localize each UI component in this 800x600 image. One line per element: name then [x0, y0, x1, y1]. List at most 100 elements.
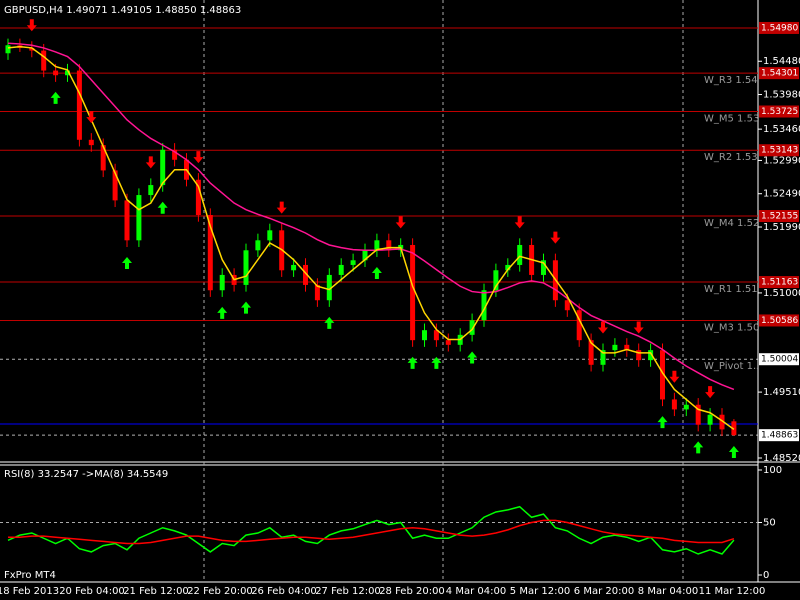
sell-arrow: [86, 111, 97, 124]
candle-body: [636, 350, 642, 361]
x-tick-label: 21 Feb 12:00: [123, 586, 189, 597]
level-name: W_Pivot 1.5: [704, 361, 763, 372]
buy-arrow: [157, 201, 168, 214]
candle-body: [207, 215, 213, 291]
candle-body: [136, 195, 142, 241]
candle-body: [517, 244, 523, 265]
x-tick-label: 4 Mar 04:00: [446, 586, 506, 597]
level-label: 1.54301: [761, 69, 798, 79]
indicator-line: [8, 519, 735, 545]
x-tick-label: 22 Feb 20:00: [187, 586, 253, 597]
candle-body: [505, 264, 511, 271]
candle-body: [291, 264, 297, 271]
y-tick-label: 1.51000: [763, 288, 800, 299]
candle-body: [600, 350, 606, 365]
candle-body: [100, 145, 106, 171]
footer: FxPro MT4: [4, 570, 56, 581]
chart-title: GBPUSD,H4 1.49071 1.49105 1.48850 1.4886…: [4, 5, 241, 16]
buy-arrow: [431, 356, 442, 369]
candle-body: [422, 330, 427, 341]
candle-body: [576, 310, 582, 341]
level-label-box: [759, 353, 799, 366]
level-label-box: [759, 105, 799, 118]
candle-body: [53, 70, 59, 76]
candle-body: [243, 250, 249, 285]
candle-body: [124, 200, 130, 241]
y-tick-label: 0: [763, 570, 769, 581]
y-tick-label: 1.48520: [763, 453, 800, 464]
sell-arrow: [26, 19, 37, 32]
candle-body: [564, 300, 570, 311]
x-tick-label: 5 Mar 12:00: [510, 586, 570, 597]
sell-arrow: [145, 156, 156, 169]
y-tick-label: 1.52990: [763, 155, 800, 166]
level-label: 1.48863: [761, 431, 798, 441]
candle-body: [719, 414, 725, 430]
level-label: 1.50586: [761, 316, 798, 326]
x-tick-label: 11 Mar 12:00: [699, 586, 766, 597]
candle-body: [445, 340, 451, 345]
level-label: 1.50004: [761, 355, 798, 365]
level-name: W_R2 1.53: [704, 152, 758, 163]
candle-body: [148, 185, 154, 196]
candle-body: [255, 240, 261, 251]
x-tick-label: 6 Mar 20:00: [574, 586, 634, 597]
buy-arrow: [407, 356, 418, 369]
y-tick-label: 1.51990: [763, 222, 800, 233]
candle-body: [695, 404, 701, 425]
level-label-box: [759, 429, 799, 442]
y-tick-label: 1.49510: [763, 387, 800, 398]
x-tick-label: 26 Feb 04:00: [251, 586, 317, 597]
level-label: 1.51163: [761, 278, 798, 288]
candle-body: [469, 320, 475, 335]
candle-body: [195, 179, 201, 216]
sell-arrow: [633, 321, 644, 334]
y-tick-label: 1.52490: [763, 189, 800, 200]
level-label: 1.53143: [761, 146, 798, 156]
sell-arrow: [193, 151, 204, 164]
candle-body: [624, 344, 630, 351]
candle-body: [88, 139, 94, 146]
level-label: 1.53725: [761, 107, 798, 117]
buy-arrow: [324, 316, 335, 329]
buy-arrow: [657, 416, 668, 429]
sell-arrow: [276, 201, 287, 214]
candle-body: [731, 421, 737, 436]
candle-body: [541, 260, 546, 275]
level-label-box: [759, 144, 799, 157]
candle-body: [588, 340, 594, 365]
candle-body: [326, 274, 332, 301]
y-tick-label: 1.53980: [763, 90, 800, 101]
indicator-line: [7, 45, 735, 430]
candle-body: [76, 70, 82, 140]
buy-arrow: [467, 351, 478, 364]
candle-body: [660, 350, 665, 400]
price-plot: [5, 19, 739, 459]
sell-arrow: [669, 370, 680, 383]
candle-body: [172, 149, 178, 160]
x-tick-label: 8 Mar 04:00: [638, 586, 698, 597]
indicator-line: [7, 42, 735, 391]
rsi-panel: 0 50 100: [0, 465, 782, 581]
candle-body: [303, 264, 308, 285]
buy-arrow: [122, 256, 132, 269]
buy-arrow: [217, 306, 228, 319]
x-tick-label: 18 Feb 2013: [0, 586, 59, 597]
level-label-box: [759, 314, 799, 327]
candle-body: [338, 264, 344, 275]
candle-body: [350, 260, 356, 265]
level-label-box: [759, 67, 799, 80]
candle-body: [683, 404, 689, 410]
level-label-box: [759, 210, 799, 223]
y-tick-label: 1.54480: [763, 56, 800, 67]
candle-body: [671, 399, 677, 410]
candle-body: [386, 240, 392, 251]
price-axis: 1.54480 1.53980 1.53460 1.52990 1.52490 1.519…: [758, 21, 800, 464]
level-name: W_R3 1.54: [704, 75, 758, 86]
x-tick-label: 28 Feb 20:00: [379, 586, 445, 597]
buy-arrow: [728, 446, 739, 459]
candle-body: [267, 230, 273, 241]
candle-body: [219, 274, 225, 291]
